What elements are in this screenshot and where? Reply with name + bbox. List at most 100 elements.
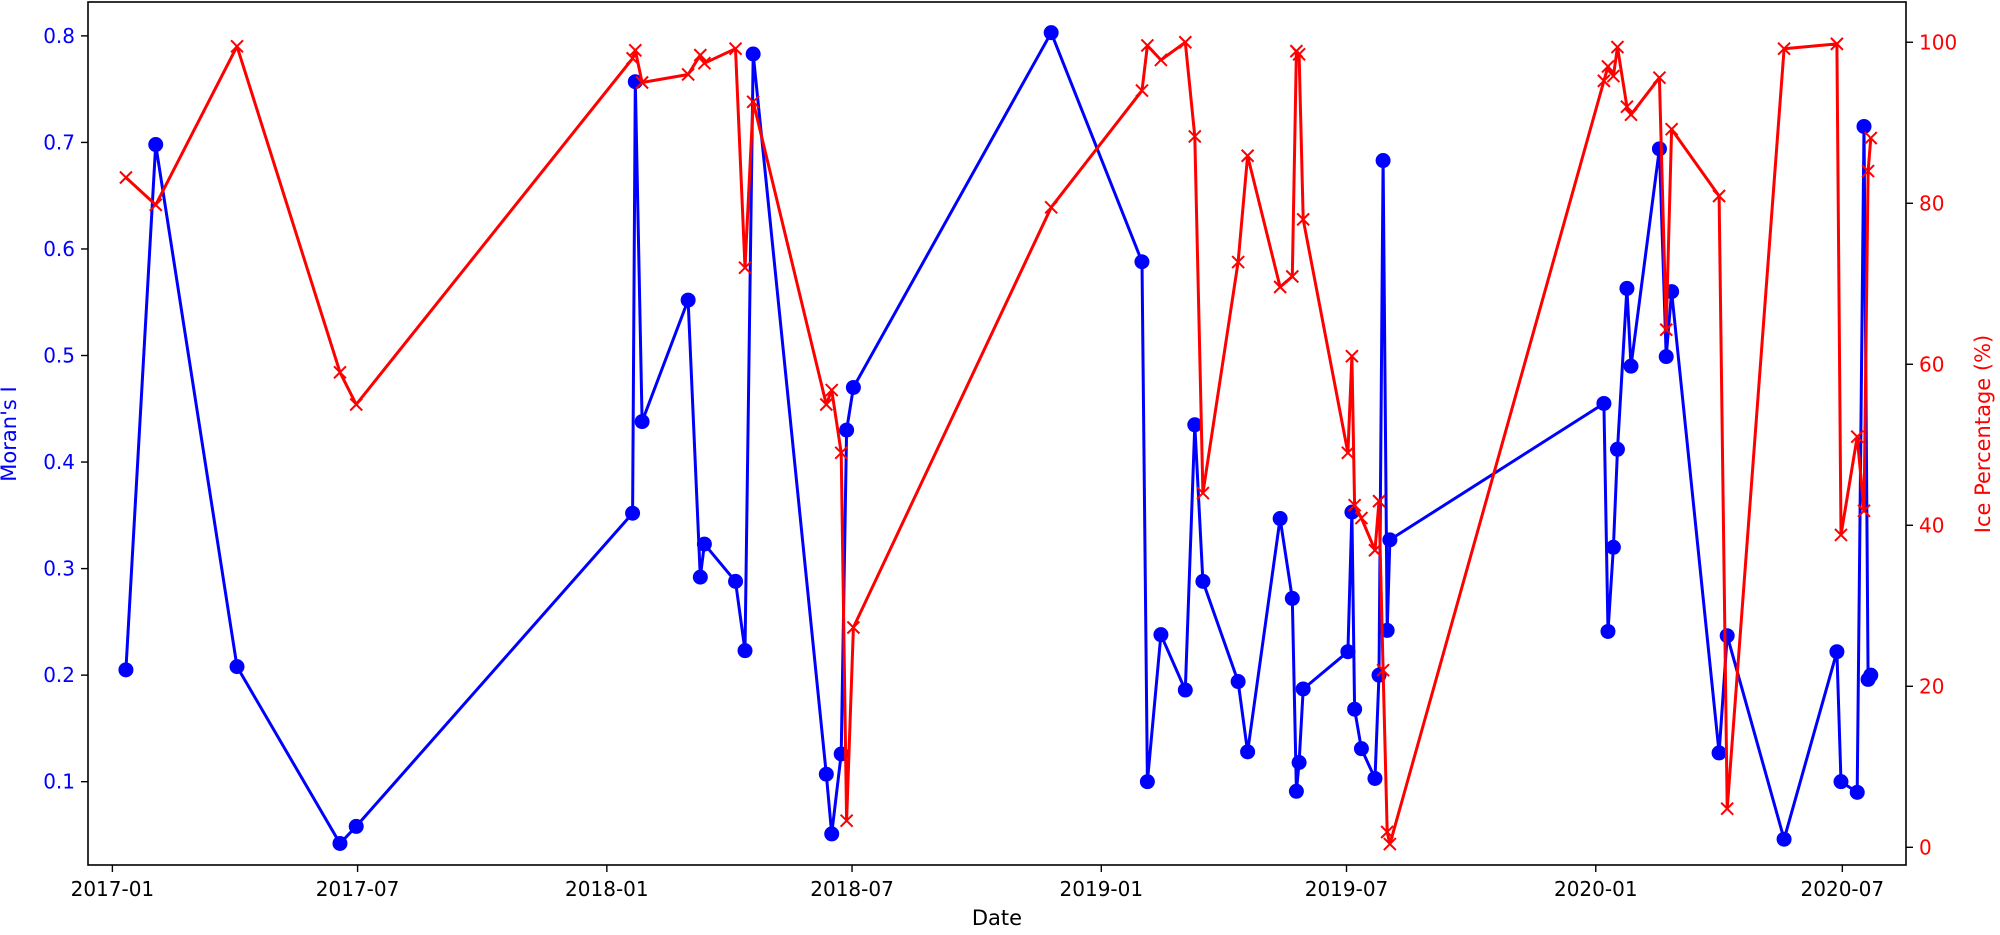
morans_i-point	[1043, 25, 1059, 41]
ice_percentage-point	[1231, 255, 1245, 269]
right-y-tick-label: 20	[1919, 674, 1944, 698]
ice_percentage-point	[1196, 486, 1210, 500]
ice_percentage-point	[1240, 149, 1255, 163]
morans_i-point	[332, 835, 348, 851]
left-y-tick-label: 0.8	[43, 24, 75, 48]
ice_percentage-point	[1345, 349, 1359, 363]
ice_percentage-point	[1341, 446, 1355, 460]
ice_percentage-point	[1376, 663, 1390, 677]
right-y-tick-label: 100	[1919, 30, 1957, 54]
morans_i-point	[1382, 532, 1398, 548]
x-tick-label: 2018-07	[810, 877, 894, 901]
morans_i-point	[818, 766, 834, 782]
x-tick-label: 2020-01	[1554, 877, 1638, 901]
ice_percentage-point	[834, 446, 848, 460]
morans_i-point	[1833, 774, 1849, 790]
ice_percentage-point	[149, 198, 163, 212]
ice_percentage-point	[738, 260, 752, 275]
ice_percentage-point	[230, 39, 244, 53]
morans_i-point	[1134, 254, 1150, 270]
ice_percentage-point	[1834, 528, 1848, 542]
ice_percentage-point	[746, 95, 760, 109]
morans_i-point	[118, 662, 134, 678]
morans_i-point	[1856, 118, 1872, 134]
morans_i-point	[1288, 783, 1304, 799]
ice_percentage-point	[333, 365, 347, 380]
right-y-tick-label: 0	[1919, 835, 1932, 859]
morans_i-point	[1829, 644, 1845, 660]
morans_i-point	[737, 643, 753, 659]
ice_percentage-point	[1777, 41, 1791, 56]
morans_i-point	[696, 536, 712, 552]
morans_i-point	[1187, 417, 1203, 433]
ice_percentage-point	[1850, 430, 1864, 444]
morans_i-point	[1353, 741, 1369, 757]
x-tick-label: 2017-01	[71, 877, 155, 901]
ice_percentage-point	[1861, 164, 1875, 178]
ice_percentage-point	[119, 170, 133, 185]
morans_i-point	[1863, 667, 1879, 683]
ice_percentage-point	[1830, 37, 1844, 51]
ice_percentage-point	[1606, 69, 1621, 83]
left-y-tick-label: 0.3	[43, 557, 75, 581]
ice_percentage-point	[1597, 74, 1611, 88]
ice_percentage-point	[625, 51, 640, 66]
axis-layer: 2017-01 2017-07 2018-01 2018-07 2019-01 2019-…	[43, 24, 1957, 901]
morans_i-point	[1623, 358, 1639, 374]
ice_percentage-point	[1188, 129, 1202, 144]
x-tick-label: 2019-07	[1305, 877, 1389, 901]
ice_percentage-point	[1285, 269, 1300, 284]
morans_i-point	[1605, 539, 1621, 555]
left-y-tick-label: 0.7	[43, 130, 75, 154]
ice_percentage-point	[1140, 38, 1155, 53]
morans_i-point	[1375, 153, 1391, 169]
morans_i-point	[1609, 441, 1625, 457]
morans_i-point	[1340, 644, 1356, 660]
ice_percentage-point	[1380, 825, 1394, 839]
morans_i-point	[1849, 784, 1865, 800]
x-tick-label: 2017-07	[316, 877, 400, 901]
ice_percentage-point	[1864, 131, 1878, 145]
ice_percentage-point	[846, 620, 861, 635]
ice_percentage-point	[1720, 801, 1734, 816]
morans_i-point	[229, 659, 245, 675]
ice_percentage-point	[693, 48, 708, 62]
morans_i-point	[1240, 744, 1256, 760]
left-y-tick-label: 0.6	[43, 237, 75, 261]
x-tick-label: 2019-01	[1060, 877, 1144, 901]
morans_i-point	[692, 569, 708, 585]
morans_i-point	[348, 818, 364, 834]
ice_percentage-point	[349, 397, 363, 412]
ice_percentage-point	[1383, 837, 1397, 851]
ice_percentage-point	[1620, 99, 1634, 114]
morans_i-point	[1230, 674, 1246, 690]
left-y-tick-label: 0.1	[43, 770, 75, 794]
ice_percentage-point	[1624, 107, 1638, 122]
ice_percentage-point	[1354, 511, 1369, 525]
ice_percentage-point	[635, 75, 649, 90]
morans_i-point	[1272, 511, 1288, 527]
morans_i-point	[1658, 349, 1674, 365]
ice_percentage-point	[1368, 543, 1382, 557]
left-axis-title: Moran's I	[0, 386, 21, 481]
right-axis-title: Ice Percentage (%)	[1971, 335, 1995, 534]
ice_percentage-point	[1372, 494, 1386, 508]
ice_percentage-point	[681, 67, 695, 82]
morans_i-point	[1600, 623, 1616, 639]
series-layer	[118, 25, 1879, 851]
ice_percentage-point	[1659, 322, 1673, 337]
morans_i-point	[634, 414, 650, 430]
left-y-tick-label: 0.4	[43, 450, 75, 474]
morans_i-point	[1776, 831, 1792, 847]
morans_i-point	[625, 505, 641, 521]
ice_percentage-point	[728, 41, 743, 56]
ice_percentage-point	[1292, 47, 1306, 62]
x-tick-label: 2018-01	[565, 877, 649, 901]
left-y-tick-label: 0.2	[43, 663, 75, 687]
morans_i-point	[1596, 395, 1612, 411]
ice_percentage-point	[825, 383, 839, 397]
ice_percentage-point	[1044, 200, 1058, 214]
morans_i-point	[839, 422, 855, 438]
x-axis-title: Date	[972, 906, 1022, 930]
morans_i-point	[845, 379, 861, 395]
